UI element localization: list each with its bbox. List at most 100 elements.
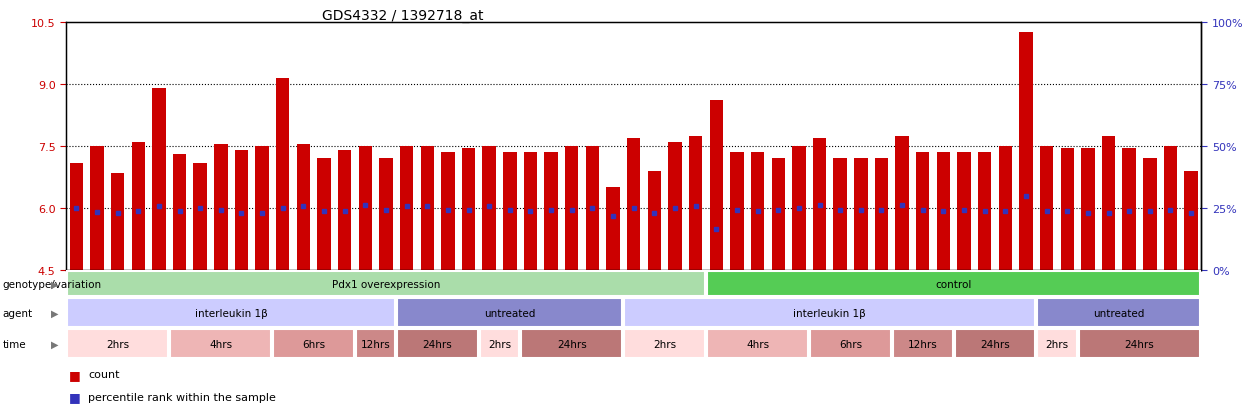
Text: 2hrs: 2hrs xyxy=(488,339,512,349)
Bar xyxy=(524,153,537,271)
FancyBboxPatch shape xyxy=(397,330,478,358)
Text: 24hrs: 24hrs xyxy=(980,339,1010,349)
Text: agent: agent xyxy=(2,308,32,318)
Text: 2hrs: 2hrs xyxy=(106,339,129,349)
FancyBboxPatch shape xyxy=(274,330,354,358)
Bar xyxy=(1040,147,1053,271)
FancyBboxPatch shape xyxy=(356,330,395,358)
Text: ▶: ▶ xyxy=(51,308,59,318)
Text: 12hrs: 12hrs xyxy=(908,339,937,349)
Bar xyxy=(296,145,310,271)
Text: 6hrs: 6hrs xyxy=(303,339,325,349)
FancyBboxPatch shape xyxy=(67,330,168,358)
Bar xyxy=(833,159,847,271)
FancyBboxPatch shape xyxy=(67,299,395,327)
Text: 4hrs: 4hrs xyxy=(209,339,233,349)
Bar xyxy=(462,149,476,271)
Text: untreated: untreated xyxy=(1093,308,1144,318)
Bar xyxy=(1123,149,1135,271)
FancyBboxPatch shape xyxy=(397,299,622,327)
Text: interleukin 1β: interleukin 1β xyxy=(793,308,867,318)
Bar xyxy=(421,147,435,271)
Bar xyxy=(337,151,351,271)
Text: 2hrs: 2hrs xyxy=(1046,339,1068,349)
Text: 6hrs: 6hrs xyxy=(839,339,862,349)
Bar xyxy=(751,153,764,271)
FancyBboxPatch shape xyxy=(625,299,1036,327)
Bar xyxy=(957,153,971,271)
Text: control: control xyxy=(935,279,972,289)
Bar xyxy=(916,153,930,271)
FancyBboxPatch shape xyxy=(1037,330,1077,358)
Bar xyxy=(111,173,124,271)
FancyBboxPatch shape xyxy=(707,330,808,358)
Bar xyxy=(132,142,144,271)
Bar xyxy=(400,147,413,271)
Bar xyxy=(688,136,702,271)
Bar xyxy=(152,89,166,271)
Text: 4hrs: 4hrs xyxy=(746,339,769,349)
Bar xyxy=(359,147,372,271)
Bar xyxy=(1102,136,1116,271)
Bar xyxy=(998,147,1012,271)
FancyBboxPatch shape xyxy=(810,330,890,358)
Text: count: count xyxy=(88,369,120,379)
Bar xyxy=(1143,159,1157,271)
Bar xyxy=(1081,149,1094,271)
Bar xyxy=(585,147,599,271)
FancyBboxPatch shape xyxy=(955,330,1036,358)
Bar xyxy=(483,147,496,271)
FancyBboxPatch shape xyxy=(67,272,705,296)
FancyBboxPatch shape xyxy=(479,330,519,358)
FancyBboxPatch shape xyxy=(707,272,1200,296)
Bar xyxy=(979,153,991,271)
FancyBboxPatch shape xyxy=(171,330,271,358)
Text: 2hrs: 2hrs xyxy=(654,339,676,349)
Bar xyxy=(895,136,909,271)
Text: genotype/variation: genotype/variation xyxy=(2,279,102,289)
Text: 24hrs: 24hrs xyxy=(423,339,452,349)
Bar xyxy=(1164,147,1178,271)
Bar xyxy=(214,145,228,271)
Bar xyxy=(792,147,806,271)
FancyBboxPatch shape xyxy=(625,330,705,358)
Text: time: time xyxy=(2,339,26,349)
Bar xyxy=(173,155,187,271)
Bar xyxy=(710,101,723,271)
FancyBboxPatch shape xyxy=(1078,330,1200,358)
Bar xyxy=(380,159,392,271)
Bar xyxy=(193,163,207,271)
Text: ■: ■ xyxy=(68,368,80,381)
FancyBboxPatch shape xyxy=(893,330,952,358)
Bar xyxy=(276,78,289,271)
Bar xyxy=(503,153,517,271)
Bar xyxy=(731,153,743,271)
Text: ▶: ▶ xyxy=(51,339,59,349)
Bar xyxy=(647,171,661,271)
Text: 24hrs: 24hrs xyxy=(557,339,586,349)
Bar xyxy=(544,153,558,271)
Bar xyxy=(565,147,579,271)
Bar xyxy=(936,153,950,271)
Bar xyxy=(854,159,868,271)
Bar xyxy=(1020,33,1032,271)
Bar xyxy=(235,151,248,271)
Bar xyxy=(1184,171,1198,271)
Bar xyxy=(669,142,682,271)
Bar xyxy=(772,159,784,271)
Text: 12hrs: 12hrs xyxy=(361,339,391,349)
Bar xyxy=(255,147,269,271)
Text: interleukin 1β: interleukin 1β xyxy=(194,308,268,318)
Bar xyxy=(813,138,827,271)
Bar xyxy=(90,147,103,271)
Text: GDS4332 / 1392718_at: GDS4332 / 1392718_at xyxy=(322,9,484,23)
Bar xyxy=(606,188,620,271)
Bar xyxy=(441,153,454,271)
Bar xyxy=(70,163,83,271)
Text: 24hrs: 24hrs xyxy=(1124,339,1154,349)
Text: percentile rank within the sample: percentile rank within the sample xyxy=(88,392,276,402)
Text: Pdx1 overexpression: Pdx1 overexpression xyxy=(331,279,441,289)
Bar xyxy=(875,159,888,271)
Text: untreated: untreated xyxy=(484,308,535,318)
FancyBboxPatch shape xyxy=(1037,299,1200,327)
